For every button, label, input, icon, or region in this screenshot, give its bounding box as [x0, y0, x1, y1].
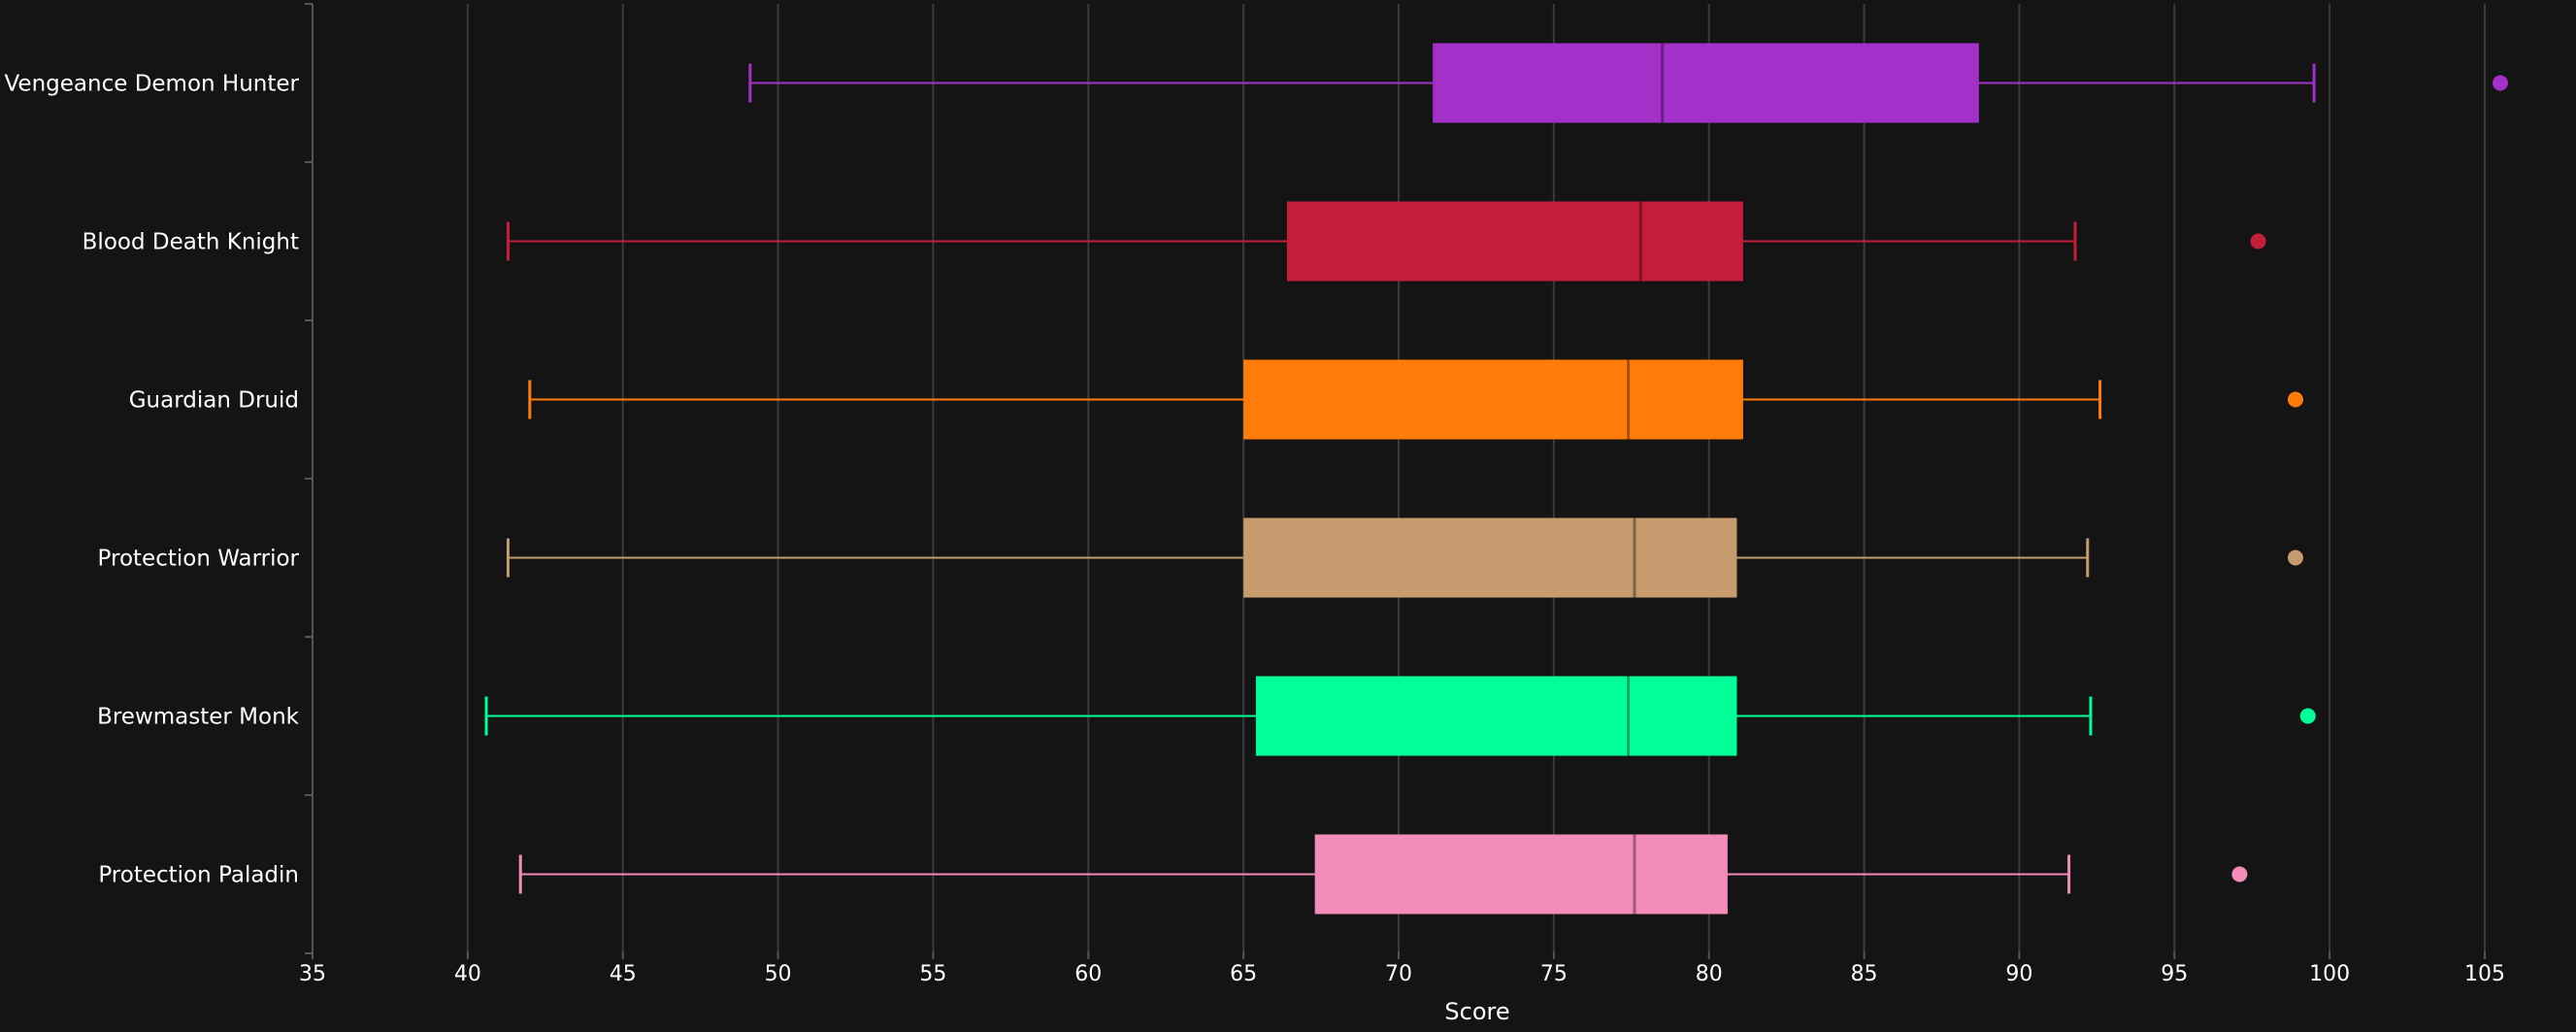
outlier-point [2287, 549, 2303, 566]
iqr-box [1314, 834, 1728, 915]
category-label: Guardian Druid [129, 388, 299, 414]
outlier-point [2231, 866, 2248, 882]
x-tick-label: 75 [1540, 962, 1568, 986]
axis-layer: 35 40 45 50 55 60 65 70 75 80 85 90 95 100 105 [299, 3, 2505, 986]
box-series: Brewmaster Monk [97, 676, 2316, 756]
outlier-point [2492, 75, 2508, 91]
grid-layer [466, 4, 2486, 951]
x-tick-label: 60 [1074, 962, 1102, 986]
iqr-box [1286, 201, 1743, 282]
category-label: Brewmaster Monk [97, 705, 300, 730]
x-tick-label: 45 [610, 962, 637, 986]
outlier-point [2250, 233, 2266, 250]
x-tick-label: 40 [454, 962, 481, 986]
x-axis-label: Score [1444, 998, 1509, 1025]
x-tick-label: 80 [1696, 962, 1723, 986]
category-label: Protection Warrior [98, 547, 300, 572]
category-label: Blood Death Knight [83, 230, 299, 255]
x-tick-label: 65 [1230, 962, 1257, 986]
box-layer: Vengeance Demon Hunter Blood Death Knight… [4, 43, 2508, 915]
x-tick-label: 90 [2005, 962, 2032, 986]
box-series: Protection Paladin [98, 834, 2248, 915]
category-label: Protection Paladin [98, 863, 299, 888]
x-tick-label: 100 [2309, 962, 2350, 986]
outlier-point [2287, 391, 2303, 408]
category-label: Vengeance Demon Hunter [4, 72, 299, 97]
x-tick-label: 70 [1385, 962, 1412, 986]
iqr-box [1255, 676, 1737, 756]
x-tick-label: 50 [765, 962, 792, 986]
x-tick-label: 35 [299, 962, 326, 986]
x-tick-label: 105 [2464, 962, 2505, 986]
x-tick-label: 55 [919, 962, 946, 986]
x-tick-label: 85 [1851, 962, 1878, 986]
iqr-box [1433, 43, 1979, 123]
box-series: Blood Death Knight [83, 201, 2266, 282]
box-series: Protection Warrior [98, 517, 2303, 598]
iqr-box [1243, 517, 1737, 598]
box-series: Vengeance Demon Hunter [4, 43, 2508, 123]
iqr-box [1243, 359, 1743, 440]
box-series: Guardian Druid [129, 359, 2303, 440]
outlier-point [2299, 708, 2316, 724]
x-tick-label: 95 [2161, 962, 2188, 986]
